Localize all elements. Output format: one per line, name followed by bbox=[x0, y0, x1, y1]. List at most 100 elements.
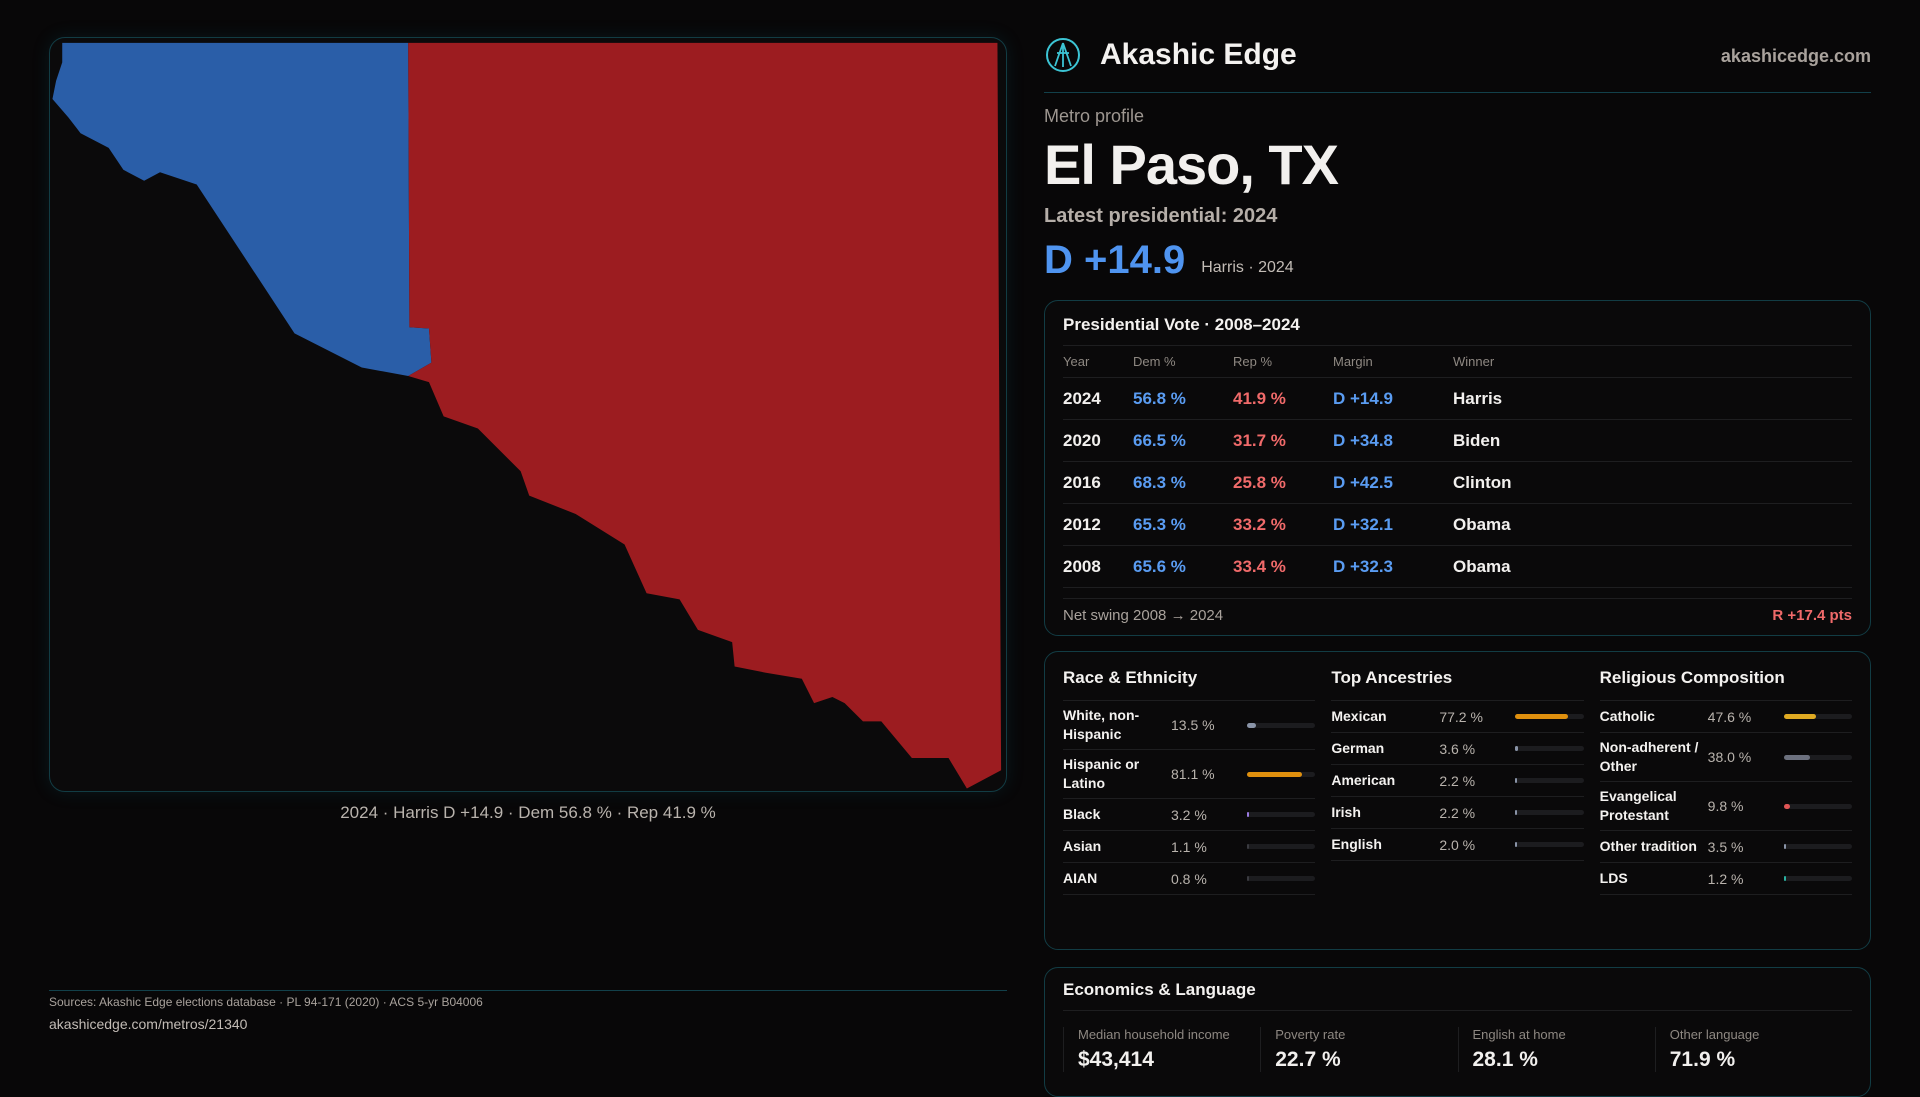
cell-winner: Clinton bbox=[1453, 472, 1512, 492]
latest-presidential: Latest presidential: 2024 bbox=[1044, 205, 1278, 227]
item-percent: 2.2 % bbox=[1439, 804, 1476, 821]
stat-poverty: Poverty rate 22.7 % bbox=[1260, 1027, 1457, 1072]
ancestry-column: Top Ancestries Mexican 77.2 % German 3.6 % Am… bbox=[1331, 652, 1584, 949]
percent-bar bbox=[1247, 771, 1316, 777]
item-percent: 1.1 % bbox=[1171, 838, 1207, 855]
cell-rep: 41.9 % bbox=[1233, 388, 1286, 408]
item-label: Hispanic or Latino bbox=[1063, 756, 1140, 791]
percent-bar-fill bbox=[1783, 876, 1786, 881]
item-percent: 3.2 % bbox=[1171, 806, 1207, 823]
item-label: Black bbox=[1063, 806, 1101, 822]
item-percent: 77.2 % bbox=[1439, 708, 1483, 725]
item-label: Irish bbox=[1331, 804, 1361, 820]
item-percent: 3.6 % bbox=[1439, 740, 1476, 757]
presidential-vote-card: Presidential Vote · 2008–2024 Year Dem %… bbox=[1044, 300, 1871, 636]
table-row: 2024 56.8 % 41.9 % D +14.9 Harris bbox=[1063, 378, 1852, 420]
item-percent: 1.2 % bbox=[1707, 870, 1744, 887]
cell-winner: Obama bbox=[1453, 556, 1511, 576]
item-label: Non-adherent / Other bbox=[1599, 739, 1699, 774]
stat-english: English at home 28.1 % bbox=[1457, 1027, 1655, 1072]
religion-column: Religious Composition Catholic 47.6 % Non-a… bbox=[1599, 652, 1852, 949]
list-item: Mexican 77.2 % bbox=[1331, 701, 1584, 733]
stat-label: Poverty rate bbox=[1275, 1027, 1346, 1042]
item-label: German bbox=[1331, 740, 1385, 756]
percent-bar-fill bbox=[1247, 722, 1257, 728]
percent-bar-fill bbox=[1515, 842, 1518, 847]
percent-bar-fill bbox=[1515, 778, 1518, 783]
item-label: English bbox=[1331, 836, 1382, 852]
akashic-logo-icon bbox=[1046, 38, 1080, 72]
stat-value: 71.9 % bbox=[1669, 1048, 1736, 1071]
cell-dem: 65.3 % bbox=[1133, 514, 1186, 534]
percent-bar bbox=[1515, 746, 1584, 751]
list-item: AIAN 0.8 % bbox=[1063, 863, 1316, 895]
item-label: Other tradition bbox=[1599, 838, 1697, 854]
cell-dem: 66.5 % bbox=[1133, 430, 1186, 450]
cell-winner: Harris bbox=[1453, 388, 1503, 408]
list-item: Irish 2.2 % bbox=[1331, 797, 1584, 829]
percent-bar-fill bbox=[1783, 714, 1817, 719]
list-item: Hispanic or Latino 81.1 % bbox=[1063, 750, 1316, 799]
col-dem: Dem % bbox=[1133, 354, 1176, 369]
net-swing: Net swing 2008 → 2024 R +17.4 pts bbox=[1063, 598, 1852, 624]
list-item: Black 3.2 % bbox=[1063, 799, 1316, 831]
dem-region bbox=[52, 42, 432, 377]
stat-value: $43,414 bbox=[1078, 1048, 1154, 1071]
list-item: English 2.0 % bbox=[1331, 829, 1584, 861]
percent-bar bbox=[1515, 810, 1584, 815]
cell-rep: 25.8 % bbox=[1233, 472, 1286, 492]
list-item: LDS 1.2 % bbox=[1599, 863, 1852, 895]
brand-name: Akashic Edge bbox=[1100, 38, 1297, 71]
item-percent: 38.0 % bbox=[1707, 749, 1752, 765]
list-item: German 3.6 % bbox=[1331, 733, 1584, 765]
percent-bar bbox=[1783, 754, 1852, 760]
stat-value: 28.1 % bbox=[1472, 1048, 1538, 1071]
econ-title: Economics & Language bbox=[1063, 980, 1852, 1011]
swing-label: Net swing 2008 → 2024 bbox=[1063, 607, 1224, 624]
item-percent: 9.8 % bbox=[1707, 798, 1744, 814]
item-label: Evangelical Protestant bbox=[1599, 788, 1677, 823]
cell-dem: 56.8 % bbox=[1133, 388, 1186, 408]
cell-margin: D +42.5 bbox=[1333, 472, 1394, 492]
col-rep: Rep % bbox=[1233, 354, 1273, 369]
cell-year: 2020 bbox=[1063, 430, 1101, 450]
percent-bar-fill bbox=[1247, 812, 1250, 817]
col-margin: Margin bbox=[1333, 354, 1373, 369]
cell-dem: 65.6 % bbox=[1133, 556, 1186, 576]
sources-note: Sources: Akashic Edge elections database… bbox=[49, 990, 1007, 1009]
cell-margin: D +32.1 bbox=[1333, 514, 1394, 534]
cell-year: 2024 bbox=[1063, 388, 1101, 408]
item-percent: 2.2 % bbox=[1439, 772, 1476, 789]
cell-margin: D +14.9 bbox=[1333, 388, 1394, 408]
item-label: American bbox=[1331, 772, 1396, 788]
page-url[interactable]: akashicedge.com/metros/21340 bbox=[49, 1016, 248, 1032]
percent-bar bbox=[1515, 842, 1584, 847]
site-link[interactable]: akashicedge.com bbox=[1720, 46, 1871, 66]
item-label: AIAN bbox=[1063, 870, 1098, 886]
rep-region bbox=[408, 42, 1002, 789]
table-row: 2008 65.6 % 33.4 % D +32.3 Obama bbox=[1063, 546, 1852, 588]
item-percent: 13.5 % bbox=[1171, 717, 1215, 733]
brand[interactable]: Akashic Edge bbox=[1044, 36, 1297, 74]
percent-bar-fill bbox=[1247, 876, 1249, 881]
table-row: 2020 66.5 % 31.7 % D +34.8 Biden bbox=[1063, 420, 1852, 462]
percent-bar bbox=[1515, 714, 1584, 719]
item-percent: 2.0 % bbox=[1439, 836, 1476, 853]
page-title: El Paso, TX bbox=[1044, 133, 1339, 196]
percent-bar bbox=[1247, 876, 1316, 881]
margin-value: D +14.9 bbox=[1044, 238, 1186, 282]
cell-year: 2016 bbox=[1063, 472, 1101, 492]
latest-margin: D +14.9 Harris · 2024 bbox=[1044, 238, 1294, 283]
percent-bar-fill bbox=[1515, 810, 1518, 815]
county-map bbox=[49, 37, 1007, 792]
percent-bar-fill bbox=[1783, 754, 1810, 760]
item-percent: 3.5 % bbox=[1707, 838, 1744, 855]
percent-bar-fill bbox=[1247, 771, 1303, 777]
table-row: 2016 68.3 % 25.8 % D +42.5 Clinton bbox=[1063, 462, 1852, 504]
race-title: Race & Ethnicity bbox=[1063, 668, 1316, 701]
list-item: American 2.2 % bbox=[1331, 765, 1584, 797]
cell-year: 2012 bbox=[1063, 514, 1101, 534]
card-title: Presidential Vote · 2008–2024 bbox=[1063, 315, 1852, 346]
item-percent: 47.6 % bbox=[1707, 708, 1752, 725]
item-percent: 0.8 % bbox=[1171, 870, 1207, 887]
